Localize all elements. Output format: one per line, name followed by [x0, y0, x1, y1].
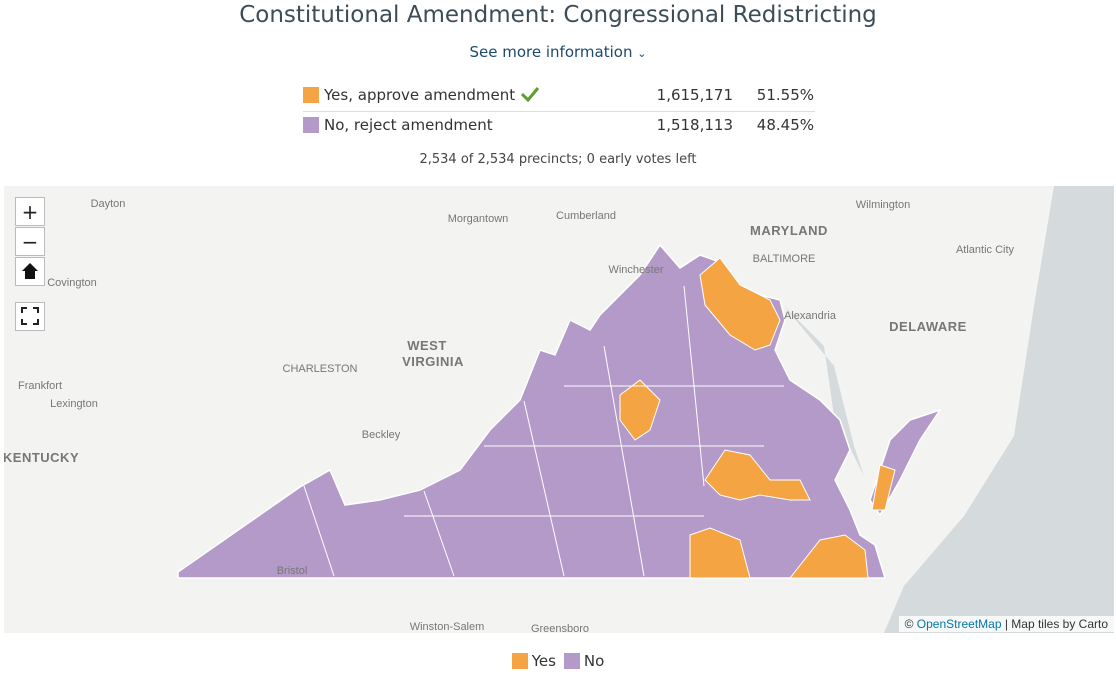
place-label: Bristol [277, 565, 308, 577]
place-label: KENTUCKY [4, 450, 79, 465]
attr-prefix: © [904, 617, 914, 631]
swatch [303, 117, 319, 133]
attr-link[interactable]: OpenStreetMap [916, 617, 1002, 631]
place-label: Frankfort [18, 380, 62, 392]
votes: 1,518,113 [656, 116, 733, 134]
zoom-in[interactable]: + [15, 197, 45, 226]
percent: 48.45% [756, 116, 814, 134]
fullscreen-button[interactable] [15, 302, 45, 331]
see-more-text[interactable]: See more information [469, 43, 633, 61]
legend-item: No [563, 652, 605, 670]
legend-label: Yes [531, 652, 556, 670]
place-label: Cumberland [556, 210, 616, 222]
votes: 1,615,171 [656, 86, 733, 104]
place-label: Beckley [362, 429, 401, 441]
yes-region [871, 464, 896, 511]
legend-item: Yes [511, 652, 556, 670]
place-label: VIRGINIA [402, 354, 464, 369]
percent: 51.55% [756, 86, 814, 104]
place-label: Winchester [608, 264, 663, 276]
yes-region [788, 534, 869, 579]
choice-text: Yes, approve amendment [324, 86, 516, 104]
yes-region [619, 379, 661, 441]
state [177, 243, 942, 579]
title: Constitutional Amendment: Congressional … [239, 2, 877, 28]
precincts: 2,534 of 2,534 precincts; 0 early votes … [419, 152, 697, 167]
result-row: No, reject amendment 1,518,113 48.45% [303, 111, 815, 141]
attribution: © OpenStreetMap | Map tiles by Carto [898, 616, 1114, 632]
place-label: Morgantown [448, 213, 509, 225]
place-label: CHARLESTON [283, 363, 358, 375]
place-label: Winston-Salem [410, 621, 485, 633]
county-border [603, 345, 645, 577]
legend: Yes No [0, 652, 1116, 670]
map[interactable]: Dayton Morgantown Cumberland Winchester MARY… [4, 186, 1114, 633]
ocean [884, 186, 1114, 633]
place-label: WEST [407, 338, 447, 353]
yes-region [699, 257, 781, 351]
place-label: Wilmington [856, 199, 910, 211]
yes-region [689, 527, 751, 579]
swatch [303, 87, 319, 103]
place-label: MARYLAND [750, 223, 828, 238]
yes-region [704, 449, 811, 501]
place-label: Covington [47, 277, 97, 289]
place-label: Atlantic City [956, 244, 1015, 256]
choice-name: No, reject amendment [324, 116, 493, 134]
home-icon [22, 263, 38, 279]
legend-swatch [563, 653, 580, 669]
place-label: Greensboro [531, 623, 589, 633]
winner-check [520, 87, 540, 103]
county-border [523, 400, 565, 577]
county-border [303, 485, 335, 577]
state-shape [177, 243, 887, 579]
home-button[interactable] [15, 257, 45, 286]
attr-suffix: | Map tiles by Carto [1004, 617, 1108, 631]
place-label: BALTIMORE [753, 253, 816, 265]
legend-swatch [511, 653, 528, 669]
see-more-link[interactable]: See more information ⌄ [469, 43, 647, 61]
place-label: DELAWARE [889, 319, 967, 334]
zoom-out[interactable]: − [15, 227, 45, 256]
place-label: Dayton [91, 198, 126, 210]
county-border [423, 490, 455, 577]
result-row: Yes, approve amendment 1,615,171 51.55% [303, 81, 815, 112]
place-label: Lexington [50, 398, 98, 410]
legend-label: No [583, 652, 605, 670]
choice-name: Yes, approve amendment [324, 86, 540, 104]
fullscreen-icon [21, 307, 39, 325]
place-label: Alexandria [784, 310, 837, 322]
